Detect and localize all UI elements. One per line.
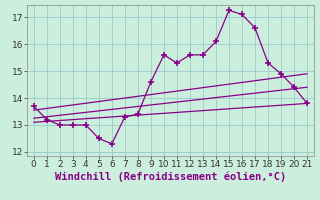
X-axis label: Windchill (Refroidissement éolien,°C): Windchill (Refroidissement éolien,°C) — [55, 172, 286, 182]
